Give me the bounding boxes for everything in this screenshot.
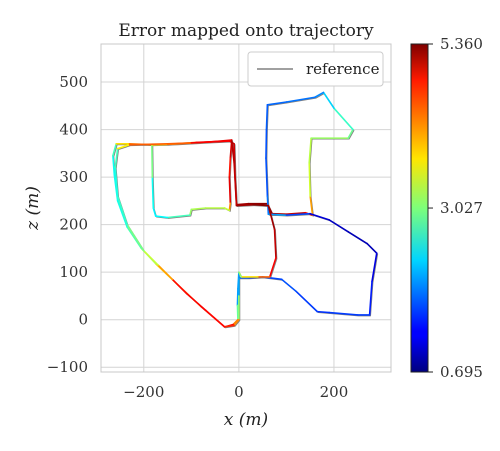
trajectory-segment xyxy=(116,195,128,226)
trajectory-segment xyxy=(280,278,297,292)
y-tick-label: 500 xyxy=(59,73,88,91)
y-tick-label: −100 xyxy=(47,358,88,376)
legend-box xyxy=(247,51,384,87)
trajectory-segment xyxy=(235,202,250,206)
trajectory-segment xyxy=(152,207,157,217)
trajectory-segment xyxy=(265,157,269,197)
y-tick-label: 200 xyxy=(59,216,88,234)
y-tick-label: 300 xyxy=(59,168,88,186)
trajectory-segment xyxy=(268,257,277,278)
trajectory-segment xyxy=(308,137,312,164)
trajectory-segment xyxy=(230,140,235,164)
trajectory-segment xyxy=(166,214,191,219)
trajectory-segment xyxy=(238,271,243,278)
y-tick-label: 0 xyxy=(78,311,88,329)
trajectory-segment xyxy=(316,310,330,314)
trajectory-segment xyxy=(233,162,238,207)
trajectory-segment xyxy=(285,211,307,215)
trajectory-segment xyxy=(189,208,193,216)
trajectory-segment xyxy=(368,280,373,316)
trajectory-segment xyxy=(309,212,330,221)
trajectory-segment xyxy=(190,140,233,144)
trajectory-segment xyxy=(371,252,378,283)
trajectory-segment xyxy=(116,143,131,150)
legend: reference xyxy=(247,51,384,87)
trajectory-segment xyxy=(233,318,240,327)
trajectory-segment xyxy=(114,147,119,169)
trajectory-segment xyxy=(314,91,325,99)
trajectory-segment xyxy=(128,143,169,146)
trajectory-segment xyxy=(347,128,354,139)
trajectory-segment xyxy=(204,309,226,328)
x-tick-label: −200 xyxy=(123,383,164,401)
trajectory-segment xyxy=(185,292,207,312)
trajectory-segment xyxy=(333,107,354,131)
trajectory-segment xyxy=(171,278,188,295)
y-ticks: −100 0 100 200 300 400 500 xyxy=(47,73,88,376)
trajectory-segment xyxy=(295,290,319,313)
y-axis-label: z (m) xyxy=(23,186,43,231)
grid xyxy=(101,44,391,372)
trajectory-segment xyxy=(154,215,169,219)
trajectory-segment xyxy=(322,91,335,109)
trajectory-segment xyxy=(114,166,119,197)
trajectory-segment xyxy=(285,212,311,216)
trajectory-segment xyxy=(151,176,155,209)
trajectory-segment xyxy=(223,324,235,328)
trajectory-segment xyxy=(273,228,277,259)
x-tick-label: 200 xyxy=(320,383,349,401)
trajectory-segment xyxy=(126,223,145,252)
trajectory-segment xyxy=(328,311,359,316)
trajectory-segment xyxy=(116,200,128,228)
trajectory-segment xyxy=(347,230,369,245)
trajectory-segment xyxy=(266,101,288,106)
colorbar-tick-label: 0.695 xyxy=(440,363,483,381)
trajectory-segment xyxy=(126,226,143,250)
colorbar-ticks: 0.695 3.027 5.360 xyxy=(428,35,483,381)
legend-label-reference: reference xyxy=(306,60,380,78)
x-ticks: −200 0 200 xyxy=(123,383,348,401)
y-tick-label: 400 xyxy=(59,121,88,139)
chart-title: Error mapped onto trajectory xyxy=(118,21,374,41)
trajectory-segment xyxy=(112,143,118,157)
trajectory-segment xyxy=(267,204,276,231)
trajectory-segment xyxy=(232,318,239,326)
y-tick-label: 100 xyxy=(59,263,88,281)
trajectory-segment xyxy=(157,264,174,281)
trajectory-segment xyxy=(235,203,254,207)
colorbar xyxy=(410,43,429,373)
trajectory-segment xyxy=(308,162,311,197)
trajectory-segment xyxy=(228,157,232,178)
colorbar-tick-label: 5.360 xyxy=(440,35,483,53)
trajectory-segment xyxy=(228,176,232,205)
colorbar-tick-label: 3.027 xyxy=(440,199,483,217)
trajectory-segment xyxy=(223,207,231,212)
trajectory-segment xyxy=(228,202,232,212)
trajectory-segment xyxy=(190,207,207,211)
trajectory-segment xyxy=(328,219,350,233)
x-axis-label: x (m) xyxy=(224,410,268,430)
trajectory-segment xyxy=(309,195,314,216)
trajectory-segment xyxy=(285,96,316,103)
error-trajectory xyxy=(112,91,378,328)
trajectory-segment xyxy=(252,203,270,207)
trajectory-segment xyxy=(166,142,193,145)
x-tick-label: 0 xyxy=(234,383,244,401)
trajectory-segment xyxy=(142,249,159,266)
trajectory-segment xyxy=(366,242,378,254)
trajectory-segment xyxy=(265,104,269,131)
plot-frame xyxy=(100,43,392,373)
trajectory-segment xyxy=(112,154,116,176)
